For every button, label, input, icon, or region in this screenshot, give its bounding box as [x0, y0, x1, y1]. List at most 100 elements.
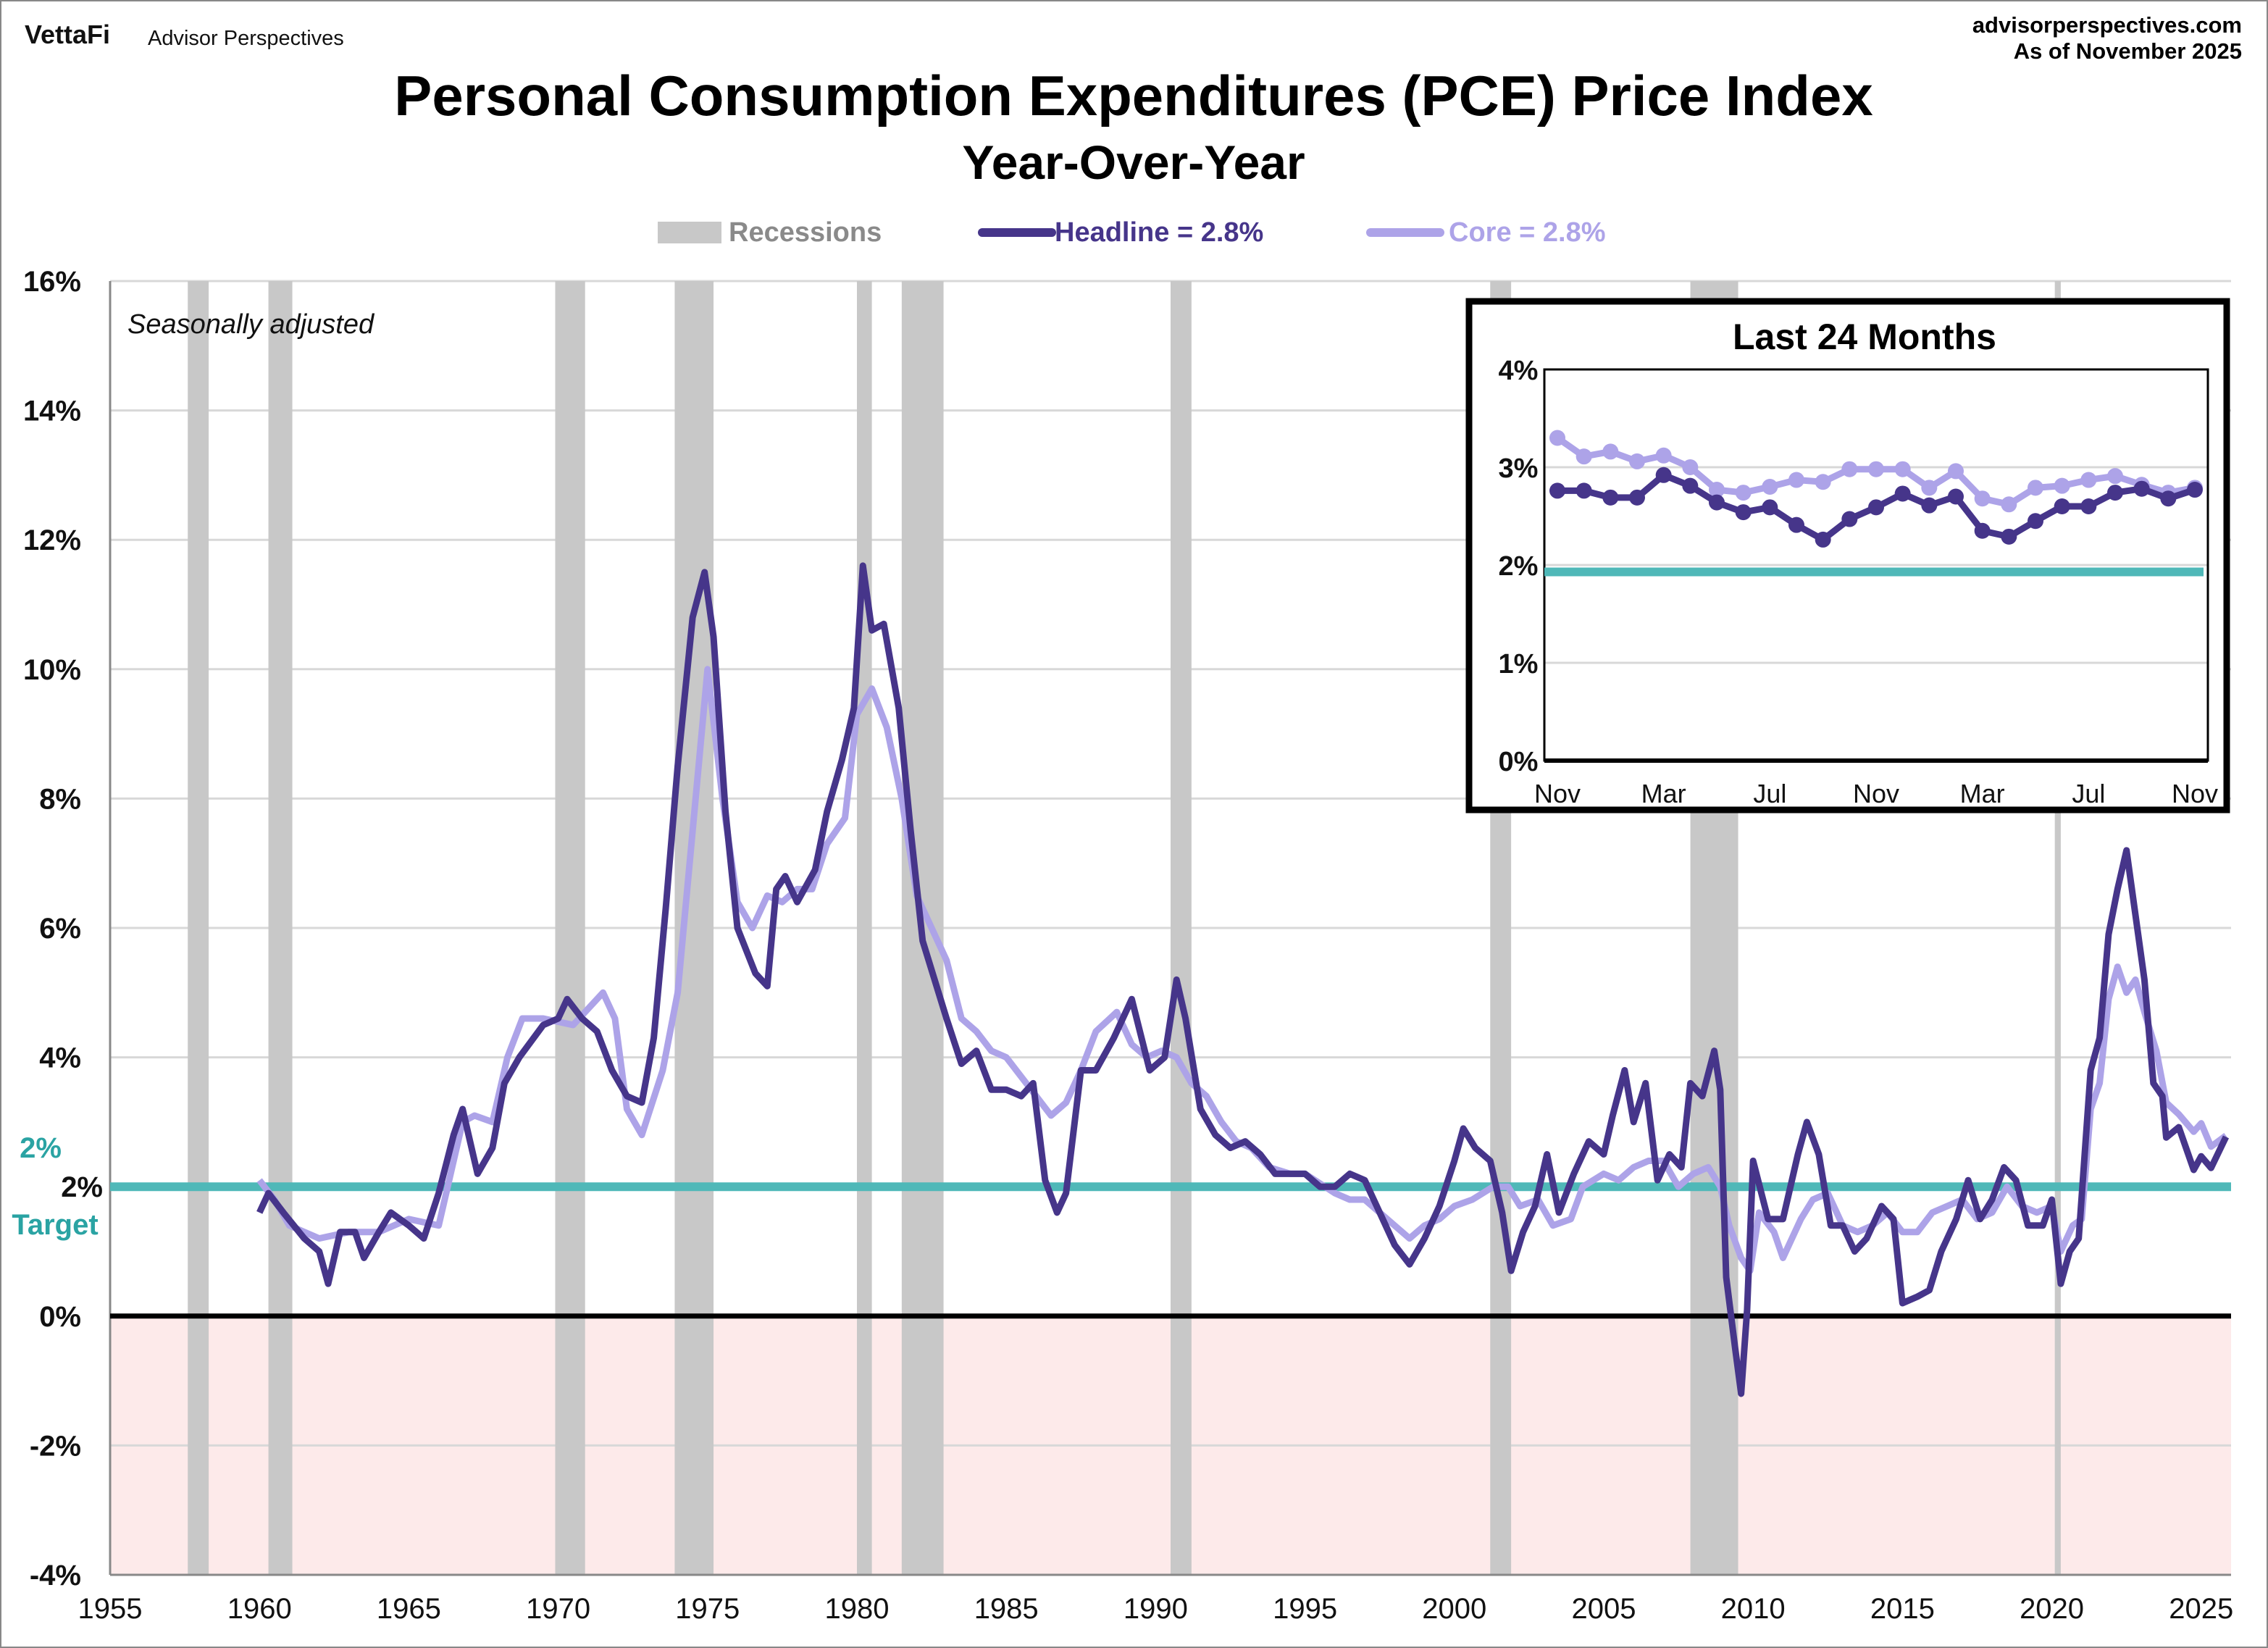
inset-title: Last 24 Months — [1733, 317, 1996, 357]
y-tick-label: 14% — [23, 396, 81, 427]
inset-core-point — [1629, 453, 1645, 469]
chart-title: Personal Consumption Expenditures (PCE) … — [394, 64, 1873, 127]
inset-core-point — [1841, 461, 1858, 477]
y-tick-label: 4% — [39, 1042, 81, 1074]
inset-core-point — [1682, 459, 1699, 475]
y-tick-label: 6% — [39, 913, 81, 945]
target-value-label: 2% — [20, 1132, 62, 1164]
inset-headline-point — [2080, 498, 2097, 514]
inset-headline-point — [1921, 497, 1938, 514]
inset-headline-point — [2028, 513, 2043, 530]
x-tick-label: 1955 — [78, 1593, 143, 1625]
inset-core-point — [1762, 479, 1778, 495]
x-tick-label: 2015 — [1870, 1593, 1935, 1625]
inset-x-tick-label: Jul — [1753, 779, 1786, 808]
inset-headline-point — [2160, 490, 2177, 507]
recession-band — [856, 281, 872, 1575]
inset-core-point — [1948, 463, 1964, 480]
inset-headline-point — [1549, 482, 1565, 499]
x-tick-label: 2010 — [1721, 1593, 1786, 1625]
legend-headline-label: Headline = 2.8% — [1055, 217, 1263, 248]
inset-core-point — [2054, 477, 2070, 494]
inset-x-tick-label: Mar — [1641, 779, 1686, 808]
inset-headline-point — [1974, 522, 1991, 539]
y-tick-label: -4% — [30, 1560, 81, 1591]
inset-core-point — [1576, 448, 1592, 465]
inset-core-point — [1974, 490, 1991, 507]
inset-core-point — [1709, 482, 1725, 498]
inset-y-tick-label: 0% — [1499, 747, 1539, 777]
x-tick-label: 1980 — [824, 1593, 889, 1625]
inset-headline-point — [2187, 482, 2203, 498]
y-tick-label: 0% — [39, 1301, 81, 1333]
inset-core-point — [1815, 474, 1831, 490]
inset-y-tick-label: 4% — [1499, 356, 1539, 386]
x-tick-label: 2000 — [1422, 1593, 1486, 1625]
inset-core-point — [1894, 461, 1911, 477]
brand-name: Advisor Perspectives — [148, 27, 344, 50]
seasonally-adjusted-note: Seasonally adjusted — [127, 309, 375, 340]
recession-band — [2054, 281, 2061, 1575]
inset-headline-point — [2001, 528, 2017, 545]
x-tick-label: 2005 — [1571, 1593, 1636, 1625]
inset-headline-point — [2133, 480, 2150, 497]
inset-core-point — [1735, 485, 1752, 501]
headline-series-line — [256, 562, 2230, 1397]
inset-headline-point — [1868, 499, 1884, 516]
legend-recessions-swatch — [658, 222, 721, 243]
inset-headline-point — [1602, 489, 1619, 506]
vettafi-logo: VettaFi — [25, 20, 111, 49]
y-tick-label: 16% — [23, 266, 81, 298]
inset-headline-point — [1841, 511, 1858, 527]
y-tick-label: 2% — [61, 1171, 103, 1203]
inset-headline-point — [1762, 499, 1778, 516]
inset-core-point — [1788, 472, 1804, 488]
inset-core-point — [1549, 430, 1565, 446]
legend-recessions-label: Recessions — [729, 217, 882, 248]
x-tick-label: 2025 — [2169, 1593, 2233, 1625]
inset-core-point — [1868, 461, 1884, 477]
core-series-line — [256, 666, 2228, 1274]
inset-box — [1465, 298, 2230, 813]
x-tick-label: 1975 — [675, 1593, 740, 1625]
y-tick-label: 12% — [23, 524, 81, 556]
site-url: advisorperspectives.com — [1972, 12, 2242, 38]
inset-headline-point — [1576, 482, 1592, 499]
inset-headline-point — [1735, 504, 1752, 521]
x-tick-label: 1960 — [227, 1593, 292, 1625]
inset-headline-point — [1815, 531, 1831, 548]
recession-band — [555, 281, 585, 1575]
inset-x-tick-label: Nov — [1853, 779, 1899, 808]
inset-headline-point — [1629, 489, 1645, 506]
x-tick-label: 1995 — [1273, 1593, 1337, 1625]
inset-headline-point — [2054, 498, 2070, 514]
x-tick-label: 2020 — [2020, 1593, 2084, 1625]
y-tick-label: 8% — [39, 783, 81, 815]
inset-core-point — [2001, 496, 2017, 513]
inset-headline-point — [1788, 516, 1804, 533]
inset-core-point — [2107, 468, 2123, 485]
recession-band — [188, 281, 209, 1575]
x-tick-label: 1985 — [974, 1593, 1039, 1625]
x-tick-label: 1990 — [1123, 1593, 1188, 1625]
inset-core-point — [2080, 472, 2097, 488]
x-tick-label: 1970 — [526, 1593, 590, 1625]
inset-y-tick-label: 3% — [1499, 453, 1539, 484]
inset-x-tick-label: Nov — [1534, 779, 1581, 808]
inset-headline-point — [2107, 485, 2123, 501]
recession-band — [1171, 281, 1192, 1575]
x-tick-label: 1965 — [377, 1593, 441, 1625]
as-of-date: As of November 2025 — [2013, 38, 2242, 64]
inset-headline-point — [1894, 485, 1911, 502]
chart-subtitle: Year-Over-Year — [962, 135, 1305, 189]
recession-band — [268, 281, 293, 1575]
inset-headline-point — [1948, 488, 1964, 505]
inset-core-point — [1602, 443, 1619, 460]
y-tick-label: 10% — [23, 654, 81, 686]
inset-headline-point — [1709, 494, 1725, 511]
inset-x-tick-label: Jul — [2072, 779, 2105, 808]
inset-core-point — [1655, 447, 1672, 464]
inset-x-tick-label: Nov — [2172, 779, 2218, 808]
